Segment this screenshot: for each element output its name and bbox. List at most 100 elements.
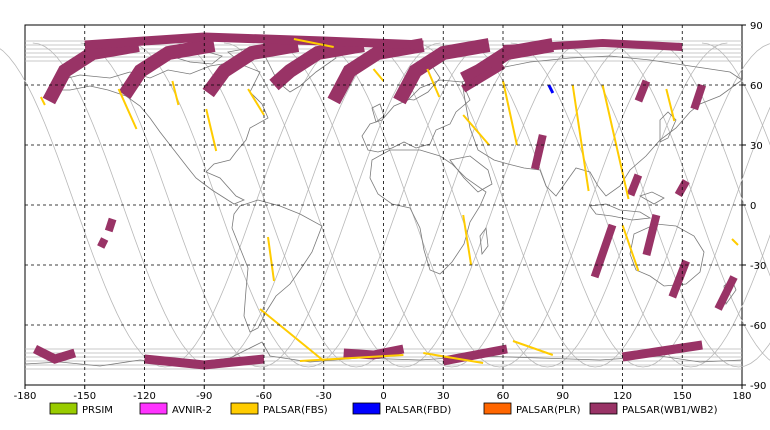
x-tick-label: 120 <box>613 391 632 402</box>
latitude-tick-labels: 90 60 30 0 -30 -60 -90 <box>742 21 766 392</box>
coast-africa <box>369 149 487 275</box>
graticule <box>25 25 742 385</box>
swath-wb <box>714 275 738 311</box>
swath-wb <box>531 134 547 170</box>
orbit-track <box>0 42 346 368</box>
x-tick-label: -150 <box>73 391 96 402</box>
orbit-track <box>176 42 537 368</box>
orbit-track <box>701 42 770 146</box>
x-tick-label: -30 <box>316 391 332 402</box>
legend-label: PRSIM <box>82 405 113 416</box>
orbit-track <box>80 42 441 368</box>
swath-fbs <box>426 68 441 98</box>
legend-label: PALSAR(FBS) <box>263 405 328 416</box>
coast-australia <box>629 223 705 287</box>
orbit-track <box>510 42 770 368</box>
swath-wb <box>642 214 661 256</box>
orbit-track <box>271 42 632 368</box>
swath-fbs <box>259 308 325 362</box>
legend-label: PALSAR(WB1/WB2) <box>622 405 718 416</box>
x-tick-label: 180 <box>732 391 751 402</box>
swath-fbs <box>117 88 138 130</box>
orbit-track <box>367 42 728 368</box>
x-tick-label: -120 <box>133 391 156 402</box>
orbit-track <box>223 42 585 368</box>
orbit-track <box>415 42 770 368</box>
orbit-track <box>319 42 680 368</box>
swath-fbs <box>267 236 275 282</box>
swath-fbs <box>502 80 518 146</box>
x-tick-label: -60 <box>256 391 272 402</box>
y-tick-label: -30 <box>750 261 766 272</box>
y-tick-label: -90 <box>750 381 766 392</box>
legend-swatch <box>483 402 512 415</box>
legend-swatch <box>49 402 78 415</box>
orbit-track <box>462 42 770 368</box>
swath-fbs <box>665 88 676 122</box>
swath-wb <box>621 340 703 362</box>
longitude-tick-labels: -180 -150 -120 -90 -60 -30 0 30 60 90 120 150 180 <box>14 385 752 402</box>
swath-fbs <box>171 80 180 106</box>
y-tick-label: -60 <box>750 321 766 332</box>
swath-wb <box>32 344 77 364</box>
coast-asia <box>461 55 743 197</box>
swath-fbs <box>423 352 484 364</box>
coast-indonesia <box>589 191 665 221</box>
x-tick-label: 0 <box>380 391 386 402</box>
legend-swatch <box>589 402 618 415</box>
swath-fbs <box>205 108 218 152</box>
x-tick-label: -180 <box>14 391 37 402</box>
swath-fbs <box>299 354 404 362</box>
swath-fbs <box>601 84 630 200</box>
swath-fbs <box>512 340 554 356</box>
swath-wb <box>118 38 216 99</box>
y-tick-label: 0 <box>750 201 756 212</box>
swath-fbs <box>40 96 46 106</box>
swath-wb <box>634 79 651 103</box>
y-tick-label: 90 <box>750 21 763 32</box>
swath-fbd <box>547 84 555 94</box>
legend-swatch <box>139 402 168 415</box>
x-tick-label: 30 <box>437 391 450 402</box>
swath-wb <box>626 173 643 197</box>
legend: PRSIM AVNIR-2 PALSAR(FBS) PALSAR(FBD) PALSAR… <box>49 402 718 416</box>
swath-wb <box>97 237 109 249</box>
coast-british-isles <box>371 103 385 123</box>
coast-europe <box>361 79 471 153</box>
coast-antarctica <box>24 341 743 367</box>
swath-wb <box>202 38 300 98</box>
orbit-track <box>558 42 770 368</box>
swath-fbs <box>462 214 473 266</box>
swath-fbs <box>293 38 334 48</box>
legend-swatch <box>230 402 259 415</box>
swath-fbs <box>571 84 590 192</box>
orbit-track <box>128 42 489 368</box>
swath-wb <box>269 38 365 91</box>
coast-arabia <box>449 155 493 193</box>
orbit-track <box>606 42 770 361</box>
swath-fbs <box>621 224 640 272</box>
swath-wb <box>343 344 405 360</box>
swath-wb <box>668 259 690 299</box>
legend-swatch <box>352 402 381 415</box>
swath-wb <box>690 83 706 111</box>
x-tick-label: 90 <box>556 391 569 402</box>
coast-north-america <box>51 61 269 205</box>
coast-japan <box>659 111 677 143</box>
legend-label: PALSAR(PLR) <box>516 405 581 416</box>
coast-south-america <box>231 199 323 333</box>
legend-label: PALSAR(FBD) <box>385 405 451 416</box>
swath-wb <box>104 217 117 233</box>
coastlines <box>24 41 743 367</box>
swath-wb <box>590 223 617 279</box>
swath-wb <box>502 38 683 53</box>
swath-fbs <box>731 238 739 246</box>
swath-fbs <box>372 68 385 82</box>
swath-wb <box>393 38 491 105</box>
y-tick-label: 30 <box>750 141 763 152</box>
swath-fbs <box>462 114 490 146</box>
legend-label: AVNIR-2 <box>172 405 212 416</box>
swath-wb <box>327 38 425 105</box>
y-tick-label: 60 <box>750 81 763 92</box>
